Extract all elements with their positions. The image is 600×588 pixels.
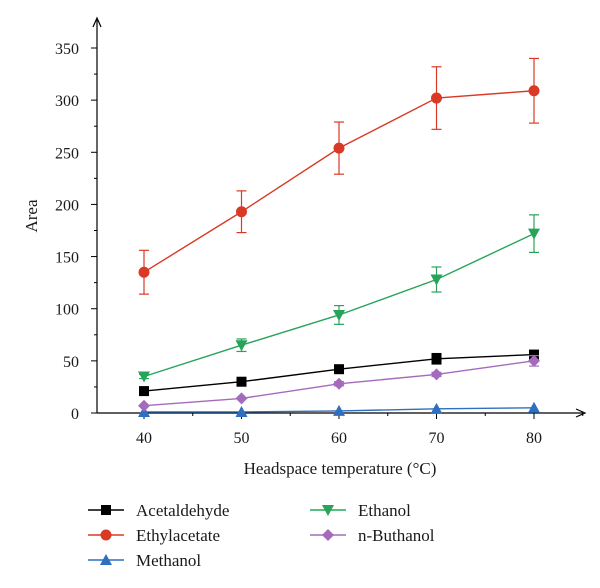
legend-marker xyxy=(100,529,112,541)
data-point xyxy=(333,309,345,321)
legend: Acetaldehyde Ethylacetate Methanol Ethanol n… xyxy=(88,501,435,570)
x-axis-label: Headspace temperature (°C) xyxy=(244,459,437,478)
legend-marker xyxy=(322,505,334,516)
x-tick-label: 70 xyxy=(429,430,445,447)
legend-item: n-Buthanol xyxy=(310,526,435,545)
legend-item: Ethylacetate xyxy=(88,526,220,545)
y-tick-label: 300 xyxy=(55,93,79,110)
legend-marker xyxy=(100,554,112,565)
data-point xyxy=(528,228,540,240)
data-point xyxy=(333,404,345,416)
legend-item: Acetaldehyde xyxy=(88,501,229,520)
y-tick-label: 50 xyxy=(63,354,79,371)
legend-item: Ethanol xyxy=(310,501,411,520)
axes xyxy=(92,16,587,418)
plot-area xyxy=(138,57,540,417)
data-point xyxy=(528,354,540,367)
series-line xyxy=(143,90,535,273)
x-tick-label: 50 xyxy=(234,430,250,447)
legend-label: Ethylacetate xyxy=(136,526,220,545)
legend-marker xyxy=(322,529,334,541)
data-point xyxy=(138,266,150,278)
data-point xyxy=(235,392,248,405)
data-point xyxy=(430,274,443,286)
data-point xyxy=(236,376,247,387)
series-methanol xyxy=(138,401,540,417)
data-point xyxy=(528,85,540,97)
data-point xyxy=(431,353,442,364)
data-point xyxy=(235,405,248,417)
y-tick-label: 150 xyxy=(55,250,79,267)
y-tick-label: 200 xyxy=(55,197,79,214)
legend-label: n-Buthanol xyxy=(358,526,435,545)
data-point xyxy=(138,399,150,412)
data-point xyxy=(235,340,248,352)
x-tick-group: 40 50 60 70 80 xyxy=(136,413,584,447)
data-point xyxy=(528,401,540,413)
series-acetaldehyde xyxy=(139,349,539,397)
data-point xyxy=(333,142,345,154)
data-point xyxy=(333,377,345,390)
legend-item: Methanol xyxy=(88,551,201,570)
y-tick-label: 0 xyxy=(71,406,79,423)
x-tick-label: 40 xyxy=(136,430,152,447)
series-ethanol xyxy=(138,214,540,383)
series-ethylacetate xyxy=(138,57,540,295)
data-point xyxy=(431,92,442,104)
legend-marker xyxy=(101,505,111,515)
series-n-buthanol xyxy=(138,354,540,412)
legend-label: Ethanol xyxy=(358,501,411,520)
data-point xyxy=(529,349,539,360)
x-tick-label: 60 xyxy=(331,430,347,447)
y-axis-label: Area xyxy=(22,199,41,232)
data-point xyxy=(334,364,344,375)
y-tick-label: 250 xyxy=(55,145,79,162)
y-tick-label: 100 xyxy=(55,302,79,319)
y-tick-label: 350 xyxy=(55,41,79,58)
y-tick-group: 0 50 100 150 200 250 300 350 xyxy=(55,41,97,423)
data-point xyxy=(430,402,443,414)
data-point xyxy=(430,368,443,381)
legend-label: Acetaldehyde xyxy=(136,501,229,520)
legend-label: Methanol xyxy=(136,551,201,570)
data-point xyxy=(139,386,149,397)
x-tick-label: 80 xyxy=(526,430,542,447)
data-point xyxy=(138,371,150,383)
y-axis-arrow xyxy=(92,16,102,28)
data-point xyxy=(236,206,247,218)
x-axis-arrow xyxy=(575,408,587,418)
